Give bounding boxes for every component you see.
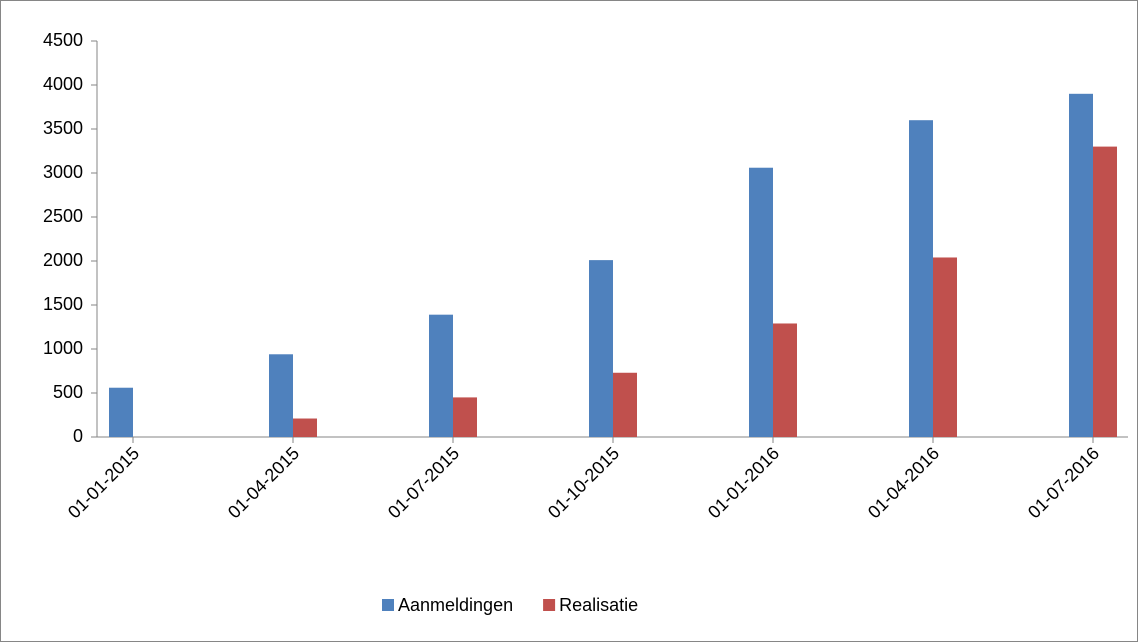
bar: [453, 397, 477, 437]
bar: [749, 167, 773, 437]
y-tick-label: 0: [73, 426, 83, 446]
y-tick-label: 500: [53, 382, 83, 402]
y-tick-label: 3000: [43, 162, 83, 182]
bar: [1069, 93, 1093, 438]
legend-label: Realisatie: [559, 595, 638, 615]
legend-label: Aanmeldingen: [398, 595, 513, 615]
bar: [909, 120, 933, 437]
bar: [613, 372, 637, 437]
bar: [429, 314, 453, 437]
bar: [293, 418, 317, 437]
bar: [109, 387, 133, 437]
y-tick-label: 4500: [43, 30, 83, 50]
legend-swatch: [382, 599, 394, 611]
y-tick-label: 1000: [43, 338, 83, 358]
y-tick-label: 2500: [43, 206, 83, 226]
y-tick-label: 4000: [43, 74, 83, 94]
y-tick-label: 3500: [43, 118, 83, 138]
bar: [589, 260, 613, 437]
bar: [773, 323, 797, 437]
bar: [933, 257, 957, 437]
bar: [1093, 146, 1117, 437]
y-tick-label: 1500: [43, 294, 83, 314]
bar: [269, 354, 293, 437]
legend-swatch: [543, 599, 556, 611]
y-tick-label: 2000: [43, 250, 83, 270]
